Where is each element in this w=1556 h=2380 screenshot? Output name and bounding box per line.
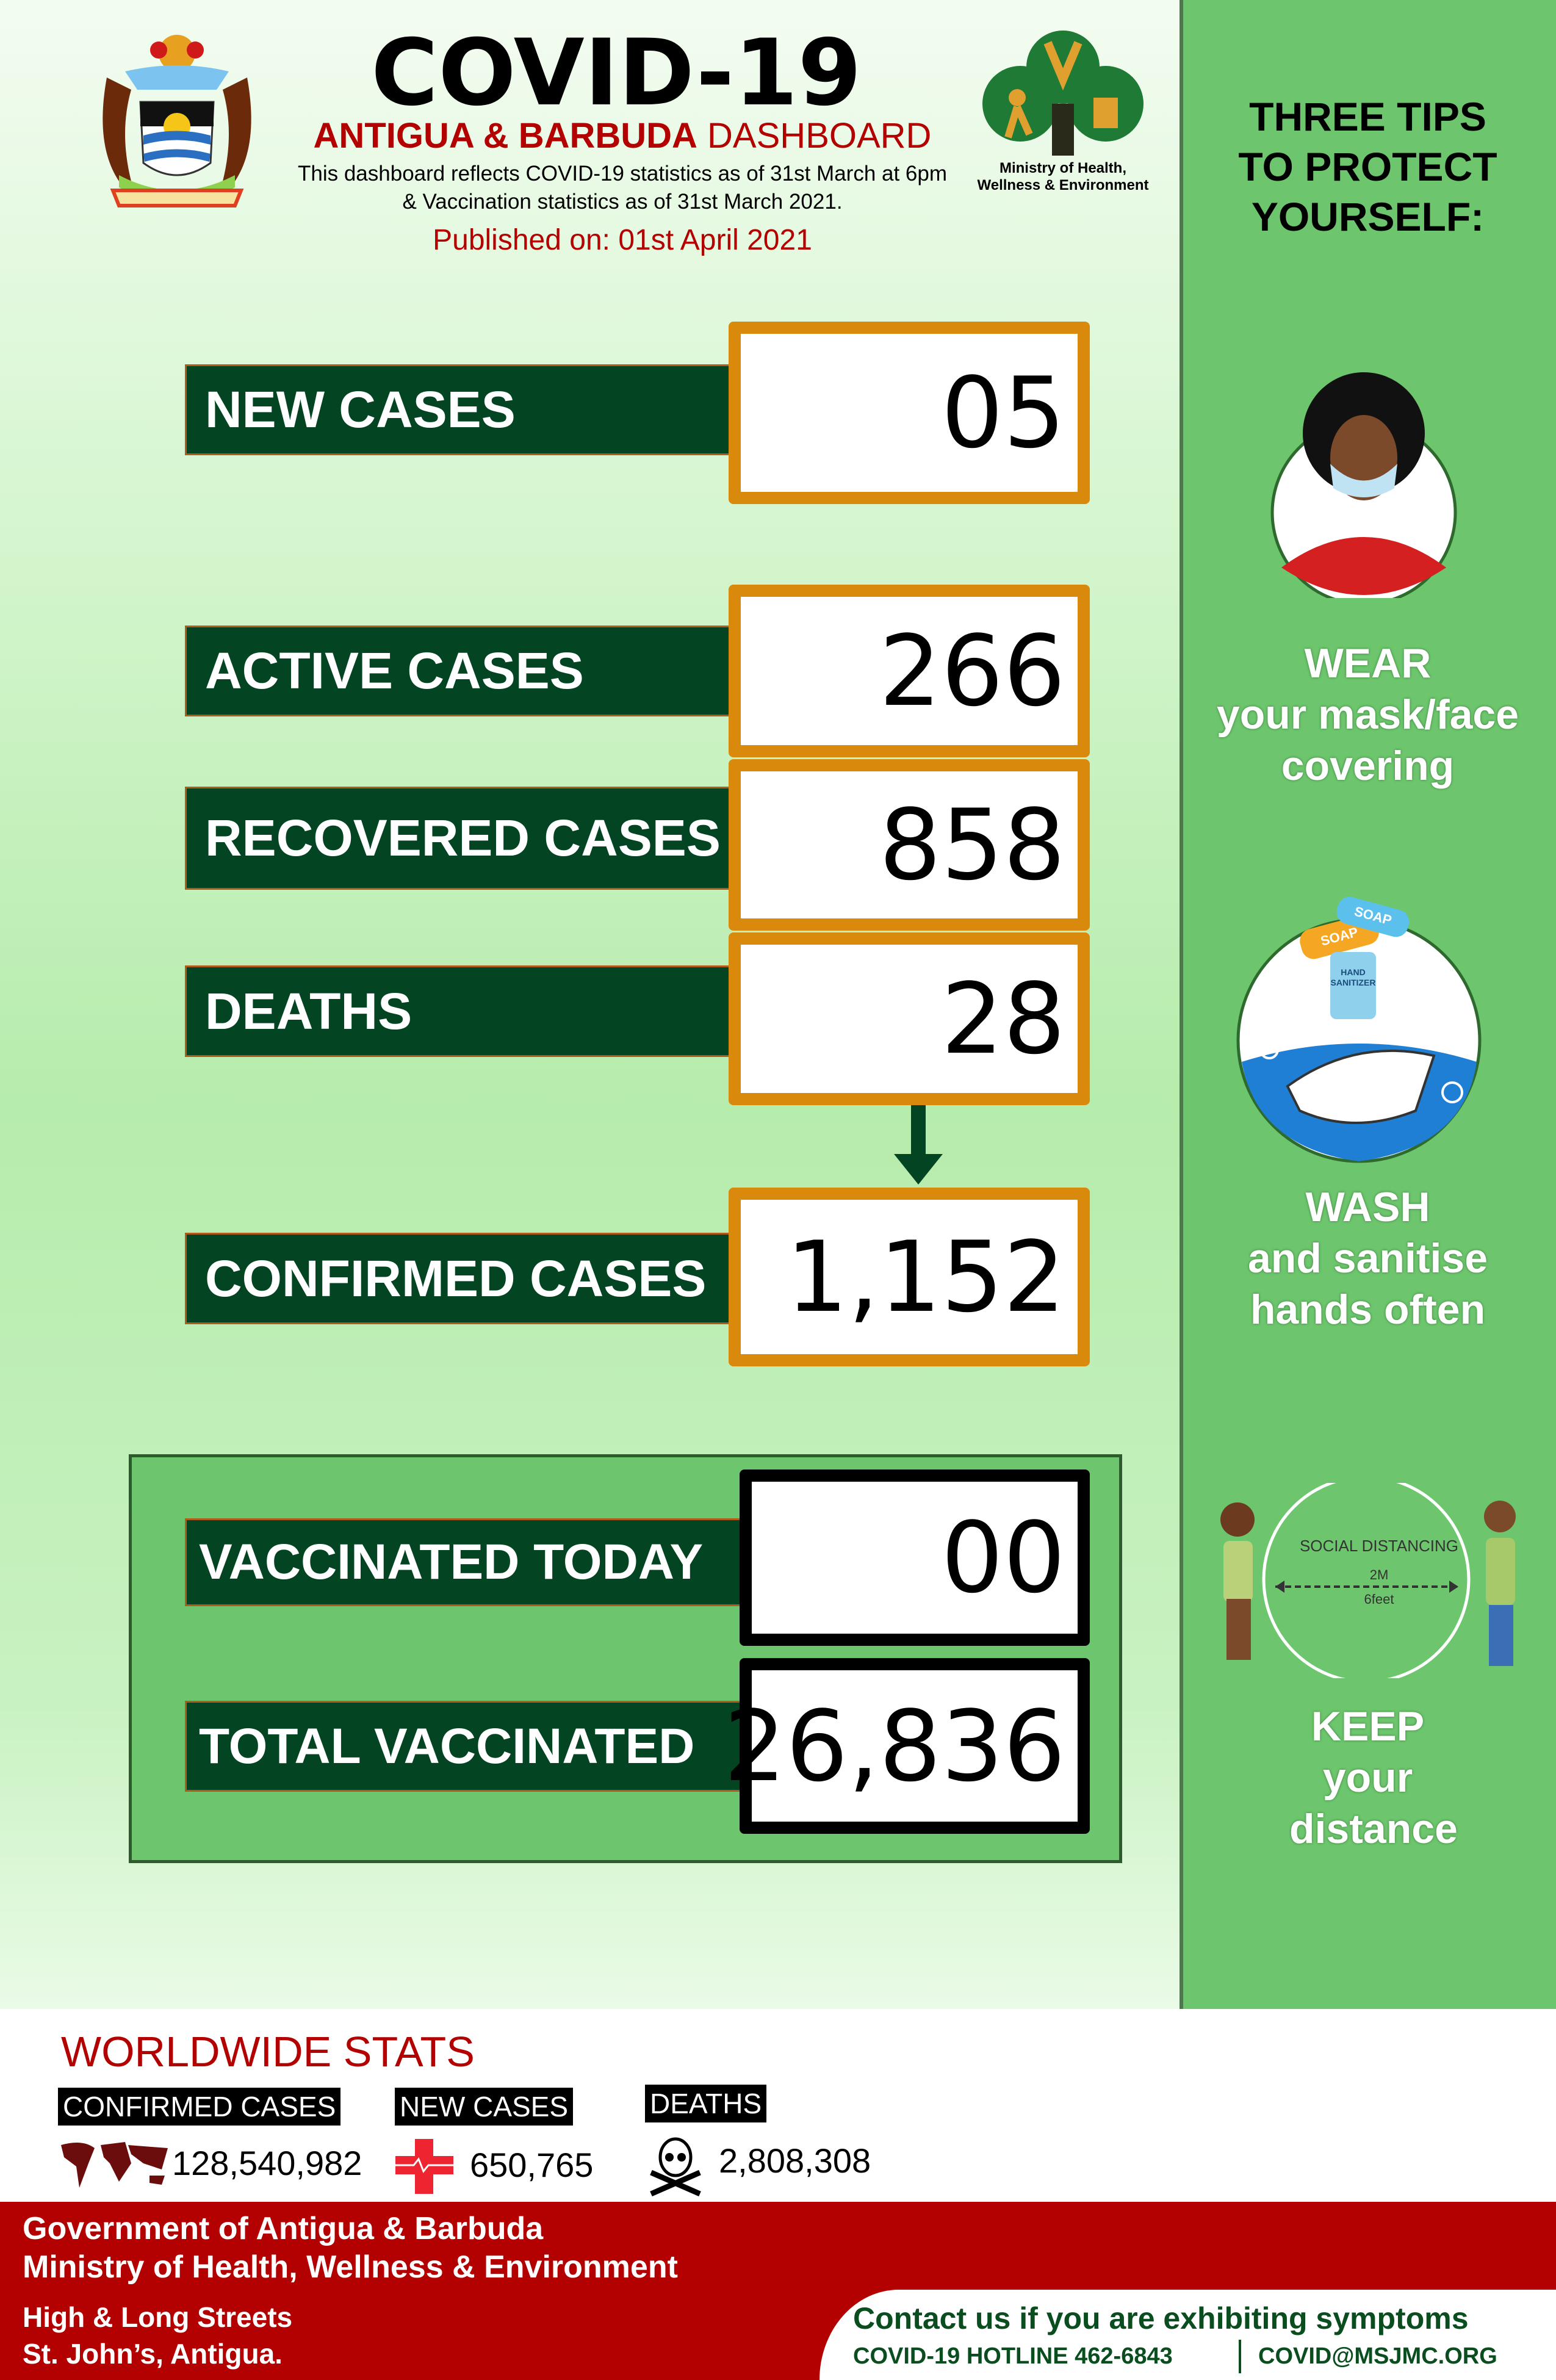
contact-divider <box>1239 2340 1241 2373</box>
tip-keep: KEEP your distance <box>1180 1701 1556 1855</box>
new-cases-label: NEW CASES <box>185 364 729 455</box>
confirmed-cases-label: CONFIRMED CASES <box>185 1233 729 1324</box>
vaccinated-today-value: 00 <box>740 1469 1090 1646</box>
hand-washing-illustration <box>1236 896 1482 1163</box>
total-vaccinated-label: TOTAL VACCINATED <box>185 1701 740 1792</box>
recovered-cases-value: 858 <box>729 759 1090 931</box>
tip-wear-title: WEAR <box>1304 640 1432 687</box>
footer-address-city: St. John’s, Antigua. <box>23 2338 283 2370</box>
active-cases-label: ACTIVE CASES <box>185 626 729 716</box>
mask-woman-illustration <box>1270 372 1457 598</box>
skull-crossbones-icon <box>650 2137 701 2197</box>
recovered-cases-label: RECOVERED CASES <box>185 787 729 890</box>
distancing-meters: 2M <box>1369 1567 1389 1582</box>
social-distancing-illustration <box>1220 1483 1516 1678</box>
contact-panel <box>819 2290 1556 2380</box>
red-cross-icon <box>395 2139 453 2194</box>
contact-heading: Contact us if you are exhibiting symptom… <box>853 2301 1469 2335</box>
worldwide-deaths-label: DEATHS <box>645 2085 767 2122</box>
tip-keep-text: your distance <box>1289 1754 1458 1852</box>
distancing-label: SOCIAL DISTANCING <box>1299 1537 1459 1555</box>
tip-wash: WASH and sanitise hands often <box>1180 1181 1556 1335</box>
tips-heading: THREE TIPS TO PROTECT YOURSELF: <box>1238 94 1497 239</box>
worldwide-deaths-value: 2,808,308 <box>719 2141 871 2180</box>
active-cases-value: 266 <box>729 585 1090 757</box>
vaccinated-today-label: VACCINATED TODAY <box>185 1518 740 1606</box>
footer-address-street: High & Long Streets <box>23 2301 293 2333</box>
worldwide-new-cases-value: 650,765 <box>470 2146 594 2184</box>
ministry-logo-line1: Ministry of Health, <box>999 160 1127 176</box>
page-title: COVID-19 <box>371 20 862 126</box>
email-link[interactable]: COVID@MSJMC.ORG <box>1258 2343 1497 2369</box>
worldwide-new-cases-label: NEW CASES <box>395 2088 574 2126</box>
footer-government: Government of Antigua & Barbuda <box>23 2211 544 2246</box>
tip-keep-title: KEEP <box>1311 1703 1425 1750</box>
worldwide-confirmed-value: 128,540,982 <box>172 2144 362 2182</box>
tip-wash-title: WASH <box>1305 1184 1430 1230</box>
worldwide-heading: WORLDWIDE STATS <box>61 2028 475 2075</box>
deaths-label: DEATHS <box>185 965 729 1057</box>
page-subtitle: ANTIGUA & BARBUDA DASHBOARD <box>244 116 1001 156</box>
arrow-down-icon <box>894 1105 943 1185</box>
published-date: Published on: 01st April 2021 <box>433 224 812 256</box>
subtitle-dashboard: DASHBOARD <box>707 116 932 156</box>
ministry-tree-logo <box>982 31 1144 156</box>
total-vaccinated-value: 26,836 <box>724 1658 1090 1834</box>
ministry-logo-line2: Wellness & Environment <box>977 177 1149 193</box>
worldwide-confirmed-label: CONFIRMED CASES <box>58 2088 341 2126</box>
coat-of-arms-logo <box>103 35 251 207</box>
tip-wear: WEAR your mask/face covering <box>1180 638 1556 792</box>
confirmed-cases-value: 1,152 <box>729 1188 1090 1366</box>
distancing-feet: 6feet <box>1364 1592 1394 1607</box>
ministry-logo-caption: Ministry of Health, Wellness & Environme… <box>971 160 1154 194</box>
sanitizer-bottle-label: HAND SANITIZER <box>1330 967 1376 987</box>
deaths-value: 28 <box>729 932 1090 1105</box>
world-map-icon <box>61 2142 168 2188</box>
footer-ministry: Ministry of Health, Wellness & Environme… <box>23 2249 678 2285</box>
hotline-link[interactable]: COVID-19 HOTLINE 462-6843 <box>853 2343 1173 2369</box>
subtitle-country: ANTIGUA & BARBUDA <box>313 116 697 156</box>
new-cases-value: 05 <box>729 322 1090 504</box>
data-note-line1: This dashboard reflects COVID-19 statist… <box>297 162 948 186</box>
data-note-line2: & Vaccination statistics as of 31st Marc… <box>402 190 843 214</box>
tip-wash-text: and sanitise hands often <box>1247 1235 1488 1333</box>
tip-wear-text: your mask/face covering <box>1216 691 1519 789</box>
data-note: This dashboard reflects COVID-19 statist… <box>244 160 1001 216</box>
